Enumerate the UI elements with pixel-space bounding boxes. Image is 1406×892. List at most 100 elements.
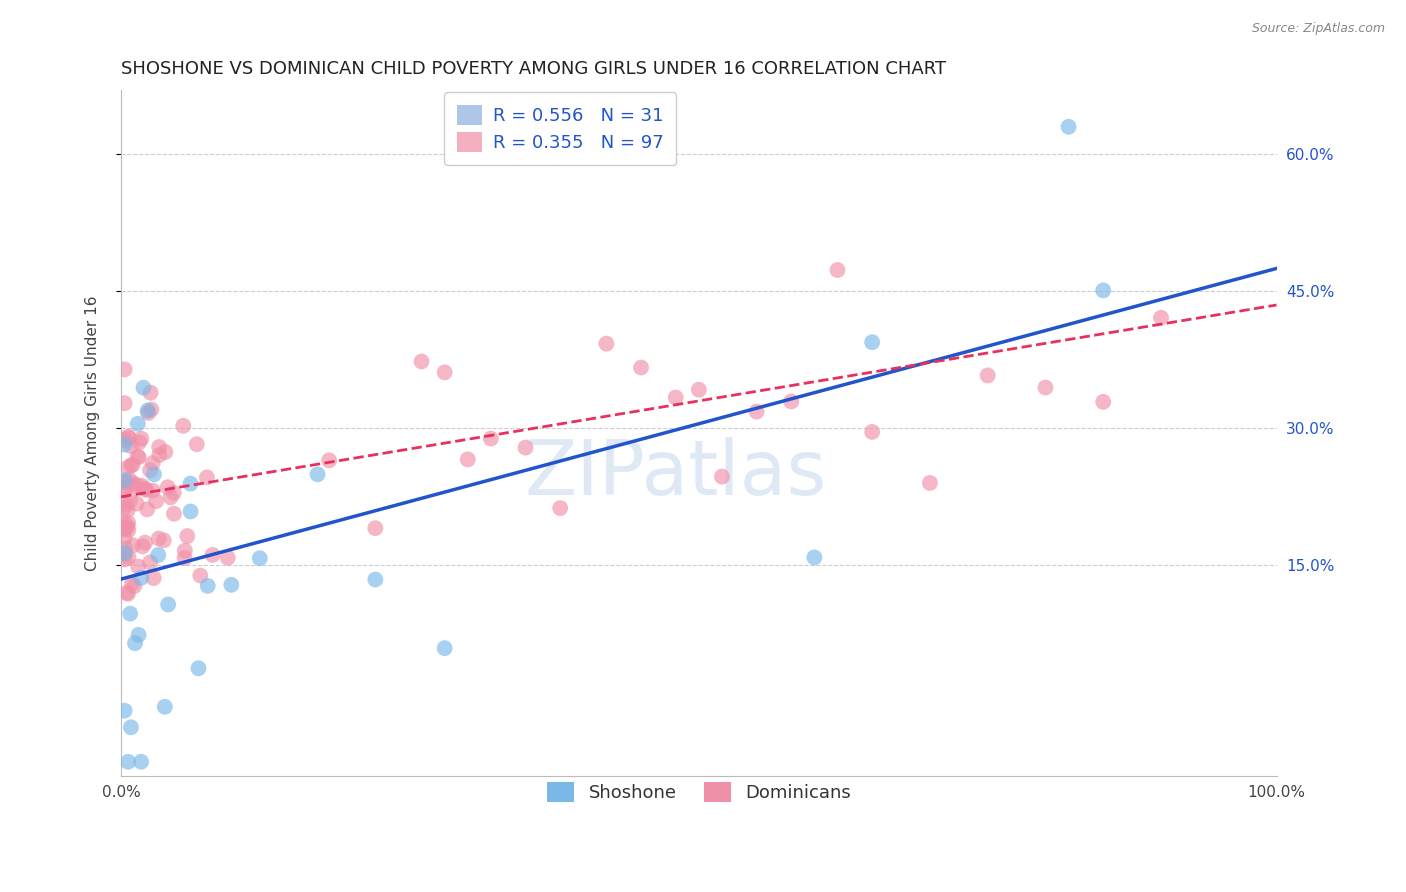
- Point: [153, 699, 176, 714]
- Point: [134, 535, 156, 549]
- Point: [128, 435, 150, 450]
- Point: [515, 441, 537, 455]
- Point: [117, 516, 139, 530]
- Point: [132, 381, 155, 395]
- Point: [114, 396, 136, 410]
- Point: [114, 481, 136, 495]
- Point: [1057, 120, 1080, 134]
- Point: [117, 429, 139, 443]
- Point: [114, 501, 136, 516]
- Point: [120, 439, 142, 453]
- Point: [433, 641, 456, 656]
- Point: [117, 550, 139, 565]
- Point: [548, 501, 571, 516]
- Point: [156, 480, 179, 494]
- Point: [188, 568, 211, 582]
- Point: [307, 467, 329, 482]
- Point: [118, 473, 141, 487]
- Point: [117, 587, 139, 601]
- Point: [143, 467, 166, 482]
- Point: [125, 496, 148, 510]
- Point: [148, 440, 170, 454]
- Point: [114, 362, 136, 376]
- Point: [201, 548, 224, 562]
- Legend: Shoshone, Dominicans: Shoshone, Dominicans: [534, 769, 863, 814]
- Point: [127, 559, 149, 574]
- Point: [114, 547, 136, 561]
- Point: [148, 532, 170, 546]
- Point: [195, 470, 218, 484]
- Point: [1150, 310, 1173, 325]
- Point: [172, 418, 194, 433]
- Point: [860, 425, 883, 439]
- Point: [136, 403, 159, 417]
- Point: [976, 368, 998, 383]
- Point: [125, 478, 148, 492]
- Point: [139, 555, 162, 569]
- Point: [318, 453, 340, 467]
- Point: [118, 431, 141, 445]
- Point: [114, 497, 136, 511]
- Point: [364, 573, 387, 587]
- Point: [131, 540, 153, 554]
- Point: [197, 579, 219, 593]
- Point: [163, 485, 186, 500]
- Point: [117, 503, 139, 517]
- Point: [122, 479, 145, 493]
- Point: [152, 533, 174, 548]
- Point: [157, 598, 180, 612]
- Point: [145, 494, 167, 508]
- Point: [117, 523, 139, 537]
- Point: [120, 493, 142, 508]
- Point: [129, 571, 152, 585]
- Point: [136, 502, 159, 516]
- Point: [1092, 284, 1115, 298]
- Point: [180, 504, 202, 518]
- Point: [221, 578, 243, 592]
- Point: [114, 523, 136, 537]
- Point: [131, 479, 153, 493]
- Point: [114, 531, 136, 545]
- Point: [479, 432, 502, 446]
- Point: [114, 521, 136, 535]
- Point: [141, 402, 163, 417]
- Point: [148, 548, 170, 562]
- Point: [217, 550, 239, 565]
- Point: [173, 543, 195, 558]
- Point: [457, 452, 479, 467]
- Point: [114, 546, 136, 560]
- Point: [139, 385, 162, 400]
- Point: [155, 445, 177, 459]
- Point: [595, 336, 617, 351]
- Point: [114, 483, 136, 498]
- Point: [710, 469, 733, 483]
- Point: [630, 360, 652, 375]
- Point: [142, 456, 165, 470]
- Point: [120, 458, 142, 473]
- Point: [411, 354, 433, 368]
- Point: [115, 586, 138, 600]
- Point: [114, 475, 136, 489]
- Point: [117, 755, 139, 769]
- Point: [688, 383, 710, 397]
- Point: [127, 450, 149, 464]
- Point: [186, 437, 208, 451]
- Point: [114, 704, 136, 718]
- Point: [136, 406, 159, 420]
- Point: [121, 458, 143, 472]
- Point: [114, 473, 136, 487]
- Point: [159, 491, 181, 505]
- Point: [142, 483, 165, 498]
- Point: [127, 417, 149, 431]
- Text: ZIPatlas: ZIPatlas: [524, 437, 827, 511]
- Point: [121, 576, 143, 591]
- Point: [364, 521, 387, 535]
- Point: [117, 460, 139, 475]
- Y-axis label: Child Poverty Among Girls Under 16: Child Poverty Among Girls Under 16: [86, 295, 100, 571]
- Point: [134, 482, 156, 496]
- Point: [176, 529, 198, 543]
- Point: [148, 448, 170, 462]
- Point: [1035, 380, 1057, 394]
- Point: [665, 391, 688, 405]
- Text: Source: ZipAtlas.com: Source: ZipAtlas.com: [1251, 22, 1385, 36]
